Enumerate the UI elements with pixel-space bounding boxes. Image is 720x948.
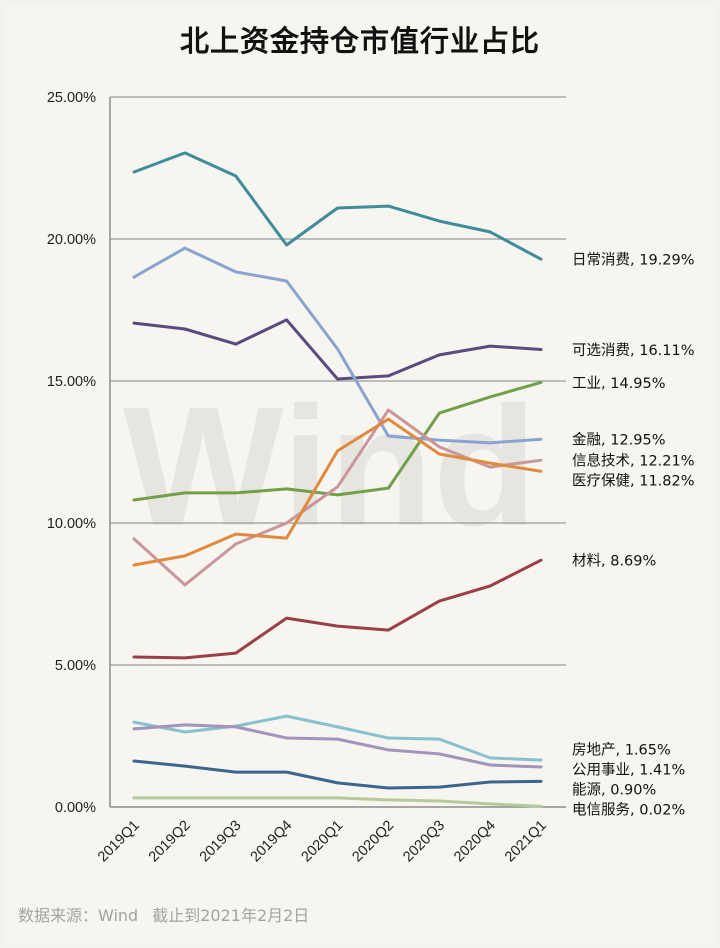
end-label-工业: 工业, 14.95% bbox=[572, 375, 666, 392]
axes bbox=[109, 97, 566, 808]
source-note: 数据来源：Wind 截止到2021年2月2日 bbox=[18, 902, 309, 926]
end-label-可选消费: 可选消费, 16.11% bbox=[572, 342, 695, 359]
x-tick-label: 2021Q1 bbox=[502, 818, 550, 866]
cutoff-label: 截止到2021年2月2日 bbox=[152, 906, 310, 925]
x-tick-label: 2020Q1 bbox=[299, 818, 347, 866]
chart-title: 北上资金持仓市值行业占比 bbox=[179, 24, 540, 58]
end-labels: 日常消费, 19.29% 可选消费, 16.11% 工业, 14.95% 金融, 12… bbox=[572, 252, 695, 819]
chart-card bbox=[4, 4, 716, 944]
series-line-电信服务 bbox=[132, 796, 543, 808]
x-tick-label: 2019Q1 bbox=[95, 818, 143, 866]
x-tick-label: 2020Q3 bbox=[400, 818, 448, 866]
end-label-能源: 能源, 0.90% bbox=[572, 782, 656, 799]
x-tick-label: 2019Q3 bbox=[197, 818, 245, 866]
gridlines bbox=[110, 96, 566, 666]
end-label-电信服务: 电信服务, 0.02% bbox=[572, 802, 685, 819]
y-tick-label: 0.00% bbox=[55, 800, 96, 816]
series-line-公用事业 bbox=[132, 723, 543, 769]
y-tick-labels: 0.00% 5.00% 10.00% 15.00% 20.00% 25.00% bbox=[47, 90, 96, 816]
y-tick-label: 15.00% bbox=[47, 374, 96, 390]
series-line-金融 bbox=[132, 246, 543, 445]
x-tick-label: 2020Q4 bbox=[451, 818, 499, 866]
series-line-房地产 bbox=[132, 714, 543, 762]
end-label-信息技术: 信息技术, 12.21% bbox=[572, 453, 695, 470]
end-label-日常消费: 日常消费, 19.29% bbox=[572, 252, 695, 269]
series-line-日常消费 bbox=[132, 151, 543, 261]
end-label-公用事业: 公用事业, 1.41% bbox=[572, 762, 685, 779]
series-lines bbox=[132, 151, 543, 808]
end-label-金融: 金融, 12.95% bbox=[572, 432, 666, 449]
end-label-材料: 材料, 8.69% bbox=[572, 553, 656, 570]
x-tick-label: 2019Q4 bbox=[248, 818, 296, 866]
x-tick-label: 2019Q2 bbox=[146, 818, 194, 866]
y-tick-label: 25.00% bbox=[47, 90, 96, 106]
series-line-工业 bbox=[132, 380, 543, 502]
source-label: 数据来源：Wind bbox=[18, 906, 139, 925]
x-tick-labels: 2019Q1 2019Q2 2019Q3 2019Q4 2020Q1 2020Q2 2020… bbox=[95, 818, 550, 866]
y-tick-label: 10.00% bbox=[47, 516, 96, 532]
x-tick-label: 2020Q2 bbox=[349, 818, 397, 866]
y-tick-label: 20.00% bbox=[47, 232, 96, 248]
y-tick-label: 5.00% bbox=[55, 658, 96, 674]
series-line-可选消费 bbox=[132, 318, 543, 381]
end-label-房地产: 房地产, 1.65% bbox=[572, 742, 671, 759]
series-line-医疗保健 bbox=[132, 417, 543, 567]
series-line-材料 bbox=[132, 558, 543, 660]
end-label-医疗保健: 医疗保健, 11.82% bbox=[572, 473, 695, 490]
series-line-能源 bbox=[132, 759, 543, 790]
